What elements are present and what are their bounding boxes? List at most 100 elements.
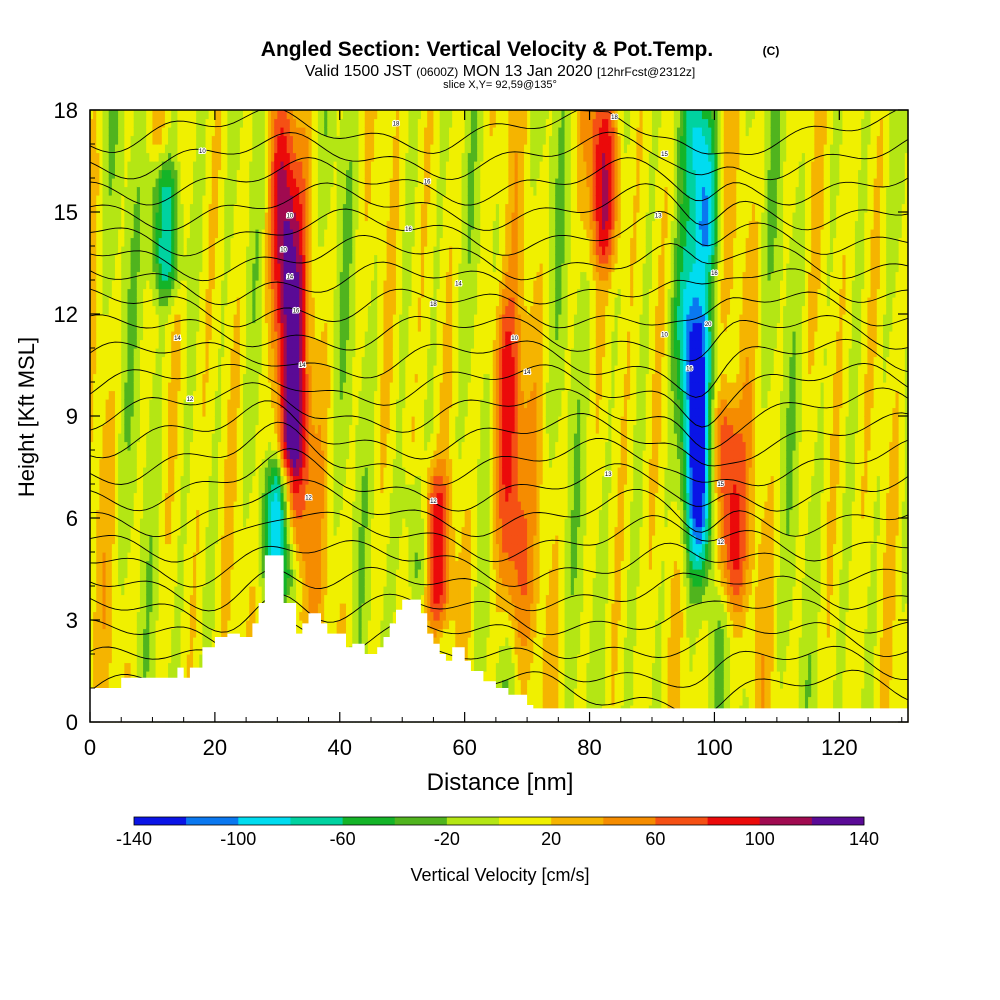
velocity-cell (155, 603, 160, 613)
velocity-cell (127, 118, 132, 128)
velocity-cell (136, 645, 141, 655)
velocity-cell (96, 161, 100, 171)
velocity-cell (155, 416, 160, 426)
velocity-cell (99, 433, 104, 443)
velocity-cell (158, 356, 163, 366)
velocity-cell (149, 458, 154, 468)
velocity-cell (158, 203, 163, 213)
velocity-cell (158, 271, 163, 281)
velocity-cell (136, 186, 141, 196)
velocity-cell (121, 611, 125, 621)
velocity-cell (99, 450, 104, 460)
velocity-cell (105, 416, 110, 426)
velocity-cell (124, 229, 129, 239)
velocity-cell (152, 543, 157, 553)
velocity-cell (139, 246, 144, 256)
velocity-cell (111, 552, 116, 562)
velocity-cell (149, 654, 154, 664)
velocity-cell (130, 586, 135, 596)
velocity-cell (158, 178, 163, 188)
velocity-cell (93, 322, 97, 332)
velocity-cell (124, 577, 129, 587)
velocity-cell (105, 628, 110, 638)
velocity-cell (158, 577, 163, 587)
velocity-cell (143, 331, 147, 341)
velocity-cell (124, 195, 129, 205)
velocity-cell (130, 135, 135, 145)
velocity-cell (108, 399, 113, 409)
velocity-cell (139, 543, 144, 553)
velocity-cell (139, 441, 144, 451)
velocity-cell (96, 144, 100, 154)
velocity-cell (121, 416, 125, 426)
velocity-cell (102, 212, 107, 222)
velocity-cell (146, 450, 150, 460)
velocity-cell (143, 373, 147, 383)
velocity-cell (152, 127, 157, 137)
velocity-cell (102, 161, 107, 171)
velocity-cell (124, 152, 129, 162)
velocity-cell (164, 441, 169, 451)
velocity-cell (96, 577, 100, 587)
velocity-cell (130, 331, 135, 341)
velocity-cell (118, 348, 122, 358)
velocity-cell (108, 501, 113, 511)
velocity-cell (146, 186, 150, 196)
velocity-cell (155, 450, 160, 460)
velocity-cell (105, 203, 110, 213)
velocity-cell (90, 543, 94, 553)
velocity-cell (136, 399, 141, 409)
velocity-cell (102, 467, 107, 477)
velocity-cell (102, 331, 107, 341)
velocity-cell (121, 271, 125, 281)
velocity-cell (99, 322, 104, 332)
velocity-cell (155, 280, 160, 290)
velocity-cell (130, 433, 135, 443)
velocity-cell (102, 603, 107, 613)
velocity-cell (99, 203, 104, 213)
velocity-cell (133, 280, 138, 290)
velocity-cell (127, 560, 132, 570)
velocity-cell (90, 552, 94, 562)
velocity-cell (114, 356, 119, 366)
velocity-cell (136, 637, 141, 647)
velocity-cell (121, 586, 125, 596)
velocity-cell (152, 110, 157, 120)
velocity-cell (114, 433, 119, 443)
velocity-cell (152, 169, 157, 179)
velocity-cell (152, 509, 157, 519)
velocity-cell (111, 628, 116, 638)
velocity-cell (105, 331, 110, 341)
velocity-cell (130, 382, 135, 392)
velocity-cell (143, 492, 147, 502)
velocity-cell (118, 484, 122, 494)
velocity-cell (155, 195, 160, 205)
velocity-cell (111, 365, 116, 375)
velocity-cell (130, 373, 135, 383)
velocity-cell (118, 365, 122, 375)
velocity-cell (161, 127, 166, 137)
velocity-cell (127, 654, 132, 664)
velocity-cell (118, 288, 122, 298)
velocity-cell (164, 577, 169, 587)
velocity-cell (90, 322, 94, 332)
velocity-cell (146, 356, 150, 366)
velocity-cell (143, 467, 147, 477)
velocity-cell (111, 203, 116, 213)
velocity-cell (149, 390, 154, 400)
velocity-cell (118, 603, 122, 613)
velocity-cell (130, 467, 135, 477)
velocity-cell (99, 280, 104, 290)
velocity-cell (96, 331, 100, 341)
velocity-cell (108, 586, 113, 596)
velocity-cell (143, 484, 147, 494)
velocity-cell (93, 288, 97, 298)
velocity-cell (105, 407, 110, 417)
velocity-cell (146, 135, 150, 145)
velocity-cell (108, 229, 113, 239)
velocity-cell (121, 620, 125, 630)
subtitle-date: MON 13 Jan 2020 (458, 63, 597, 80)
velocity-cell (146, 518, 150, 528)
velocity-cell (149, 220, 154, 230)
